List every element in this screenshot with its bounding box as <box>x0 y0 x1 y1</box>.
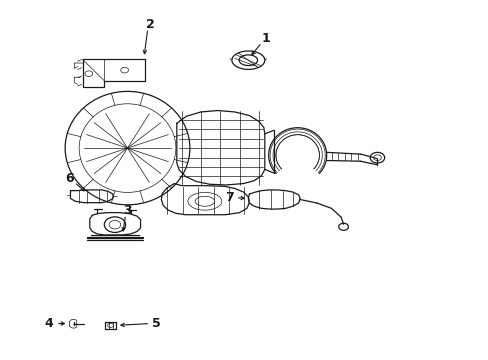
Text: 6: 6 <box>65 172 74 185</box>
Text: 7: 7 <box>224 191 233 204</box>
Text: 1: 1 <box>262 32 270 45</box>
Text: 2: 2 <box>145 18 154 31</box>
Text: 3: 3 <box>123 204 132 217</box>
Text: 5: 5 <box>152 317 161 330</box>
Text: 4: 4 <box>44 317 53 330</box>
